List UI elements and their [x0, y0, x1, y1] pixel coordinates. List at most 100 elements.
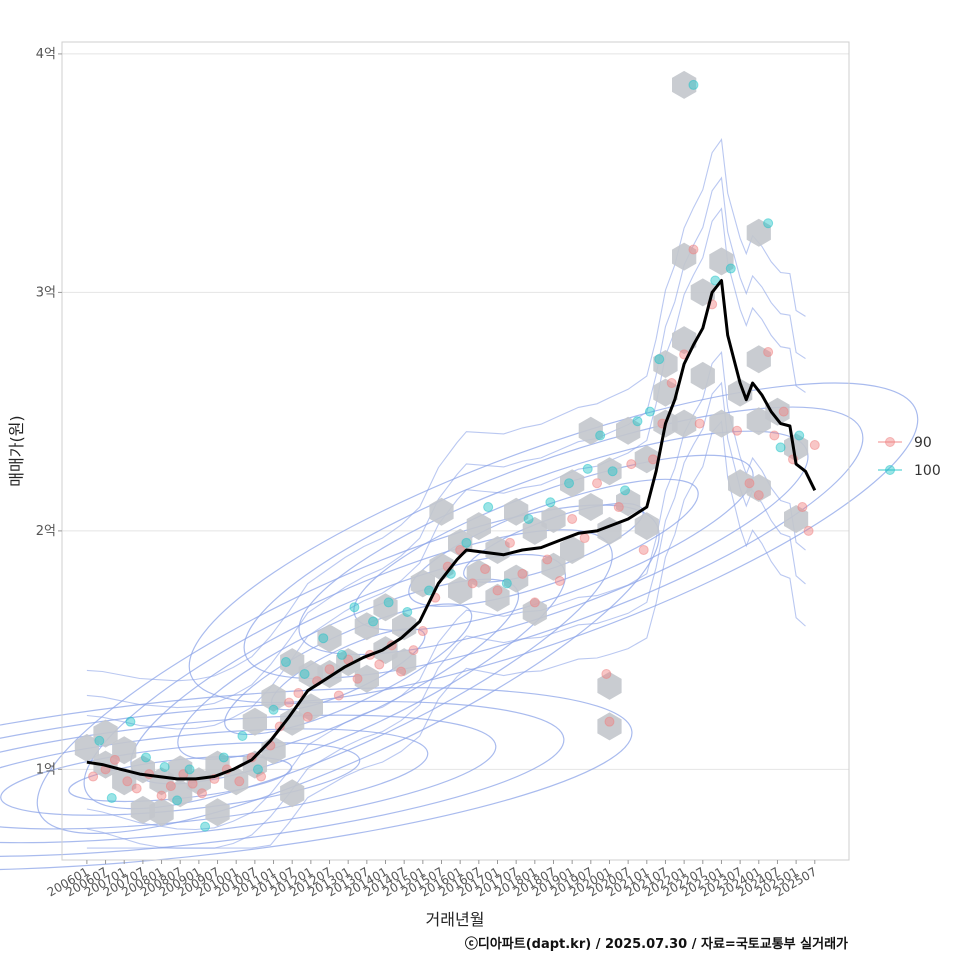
point-series-90	[567, 513, 578, 524]
point-series-90	[688, 244, 699, 255]
point-series-90	[613, 502, 624, 513]
point-series-100	[140, 752, 151, 763]
legend-label: 90	[914, 435, 932, 451]
hex-bin	[130, 795, 155, 824]
hex-bin	[466, 559, 491, 588]
hex-bin	[392, 612, 417, 641]
point-series-100	[368, 616, 379, 627]
point-series-90	[480, 564, 491, 575]
hex-bin	[634, 445, 659, 474]
hex-bin	[354, 664, 379, 693]
point-series-100	[595, 430, 606, 441]
point-series-100	[172, 795, 183, 806]
point-series-90	[374, 659, 385, 670]
y-tick-label: 1억	[36, 762, 56, 777]
point-series-90	[196, 788, 207, 799]
point-series-100	[654, 354, 665, 365]
point-series-90	[517, 568, 528, 579]
hex-bin	[504, 497, 529, 526]
contour-band	[86, 207, 806, 730]
point-series-100	[632, 416, 643, 427]
point-series-100	[501, 578, 512, 589]
point-series-90	[626, 459, 637, 470]
point-series-100	[106, 792, 117, 803]
hex-bin	[653, 350, 678, 378]
hex-bin	[485, 536, 510, 564]
y-tick-label: 4억	[36, 47, 56, 62]
contour-band	[86, 138, 806, 682]
point-series-90	[284, 697, 295, 708]
point-series-90	[88, 771, 99, 782]
point-series-100	[775, 442, 786, 453]
point-series-100	[318, 633, 329, 644]
hex-bin	[354, 612, 379, 641]
hex-bin	[224, 767, 249, 796]
hex-bin	[746, 218, 771, 247]
point-series-90	[694, 418, 705, 429]
point-series-90	[396, 666, 407, 677]
point-series-100	[794, 430, 805, 441]
point-series-90	[592, 478, 603, 489]
contour-band	[86, 176, 806, 709]
point-series-90	[408, 645, 419, 656]
contour-line	[188, 382, 919, 704]
point-series-100	[237, 730, 248, 741]
y-tick-label: 3억	[36, 285, 56, 300]
point-series-90	[352, 673, 363, 684]
contour-line	[408, 478, 699, 607]
point-series-100	[94, 735, 105, 746]
point-series-90	[648, 454, 659, 465]
hex-bin	[560, 536, 585, 564]
legend-key-dot	[885, 437, 895, 447]
point-series-90	[763, 347, 774, 358]
point-series-90	[542, 554, 553, 565]
point-series-100	[383, 597, 394, 608]
hex-bin	[634, 512, 659, 541]
y-axis-title: 매매가(원)	[7, 415, 26, 486]
hex-bin	[541, 505, 566, 533]
point-series-100	[252, 764, 263, 775]
contour-line	[353, 454, 754, 631]
point-series-90	[803, 525, 814, 536]
point-series-100	[607, 466, 618, 477]
trend-layer	[86, 279, 817, 781]
point-series-100	[200, 821, 211, 832]
point-series-90	[324, 664, 335, 675]
point-series-90	[744, 478, 755, 489]
hex-bin	[672, 242, 697, 271]
hex-bin	[709, 247, 734, 276]
point-series-90	[234, 776, 245, 787]
point-series-90	[809, 440, 820, 451]
point-series-100	[564, 478, 575, 489]
hex-bin	[746, 345, 771, 374]
hex-bin	[373, 593, 398, 622]
hex-bin	[653, 378, 678, 407]
contour-line	[83, 529, 613, 810]
hex-bin	[616, 488, 641, 517]
hex-bin	[149, 767, 174, 796]
hex-bin	[597, 671, 622, 700]
point-series-100	[125, 716, 136, 727]
x-axis-title: 거래년월	[426, 910, 485, 929]
point-series-100	[349, 602, 360, 613]
hex-bin	[74, 733, 99, 762]
hex-bin	[280, 779, 305, 808]
hex-bin	[261, 683, 286, 712]
point-series-90	[579, 533, 590, 544]
hex-bin	[690, 361, 715, 390]
hex-bin	[205, 798, 230, 827]
hex-bin	[765, 397, 790, 426]
hex-layer	[74, 70, 809, 827]
point-series-100	[725, 263, 736, 274]
point-series-100	[461, 537, 472, 548]
hex-bin	[242, 707, 267, 736]
y-tick-label: 2억	[36, 524, 56, 539]
point-series-90	[601, 668, 612, 679]
point-series-90	[122, 776, 133, 787]
point-series-100	[184, 764, 195, 775]
point-series-90	[156, 790, 167, 801]
point-series-100	[523, 513, 534, 524]
hex-bin	[597, 457, 622, 486]
